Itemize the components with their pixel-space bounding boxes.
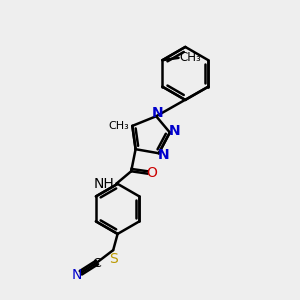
Text: N: N — [158, 148, 169, 162]
Text: CH₃: CH₃ — [179, 51, 201, 64]
Text: C: C — [92, 256, 101, 270]
Text: N: N — [72, 268, 83, 281]
Text: N: N — [168, 124, 180, 138]
Text: O: O — [146, 166, 157, 180]
Text: NH: NH — [93, 177, 114, 191]
Text: S: S — [110, 253, 118, 266]
Text: N: N — [152, 106, 164, 120]
Text: CH₃: CH₃ — [108, 121, 129, 131]
